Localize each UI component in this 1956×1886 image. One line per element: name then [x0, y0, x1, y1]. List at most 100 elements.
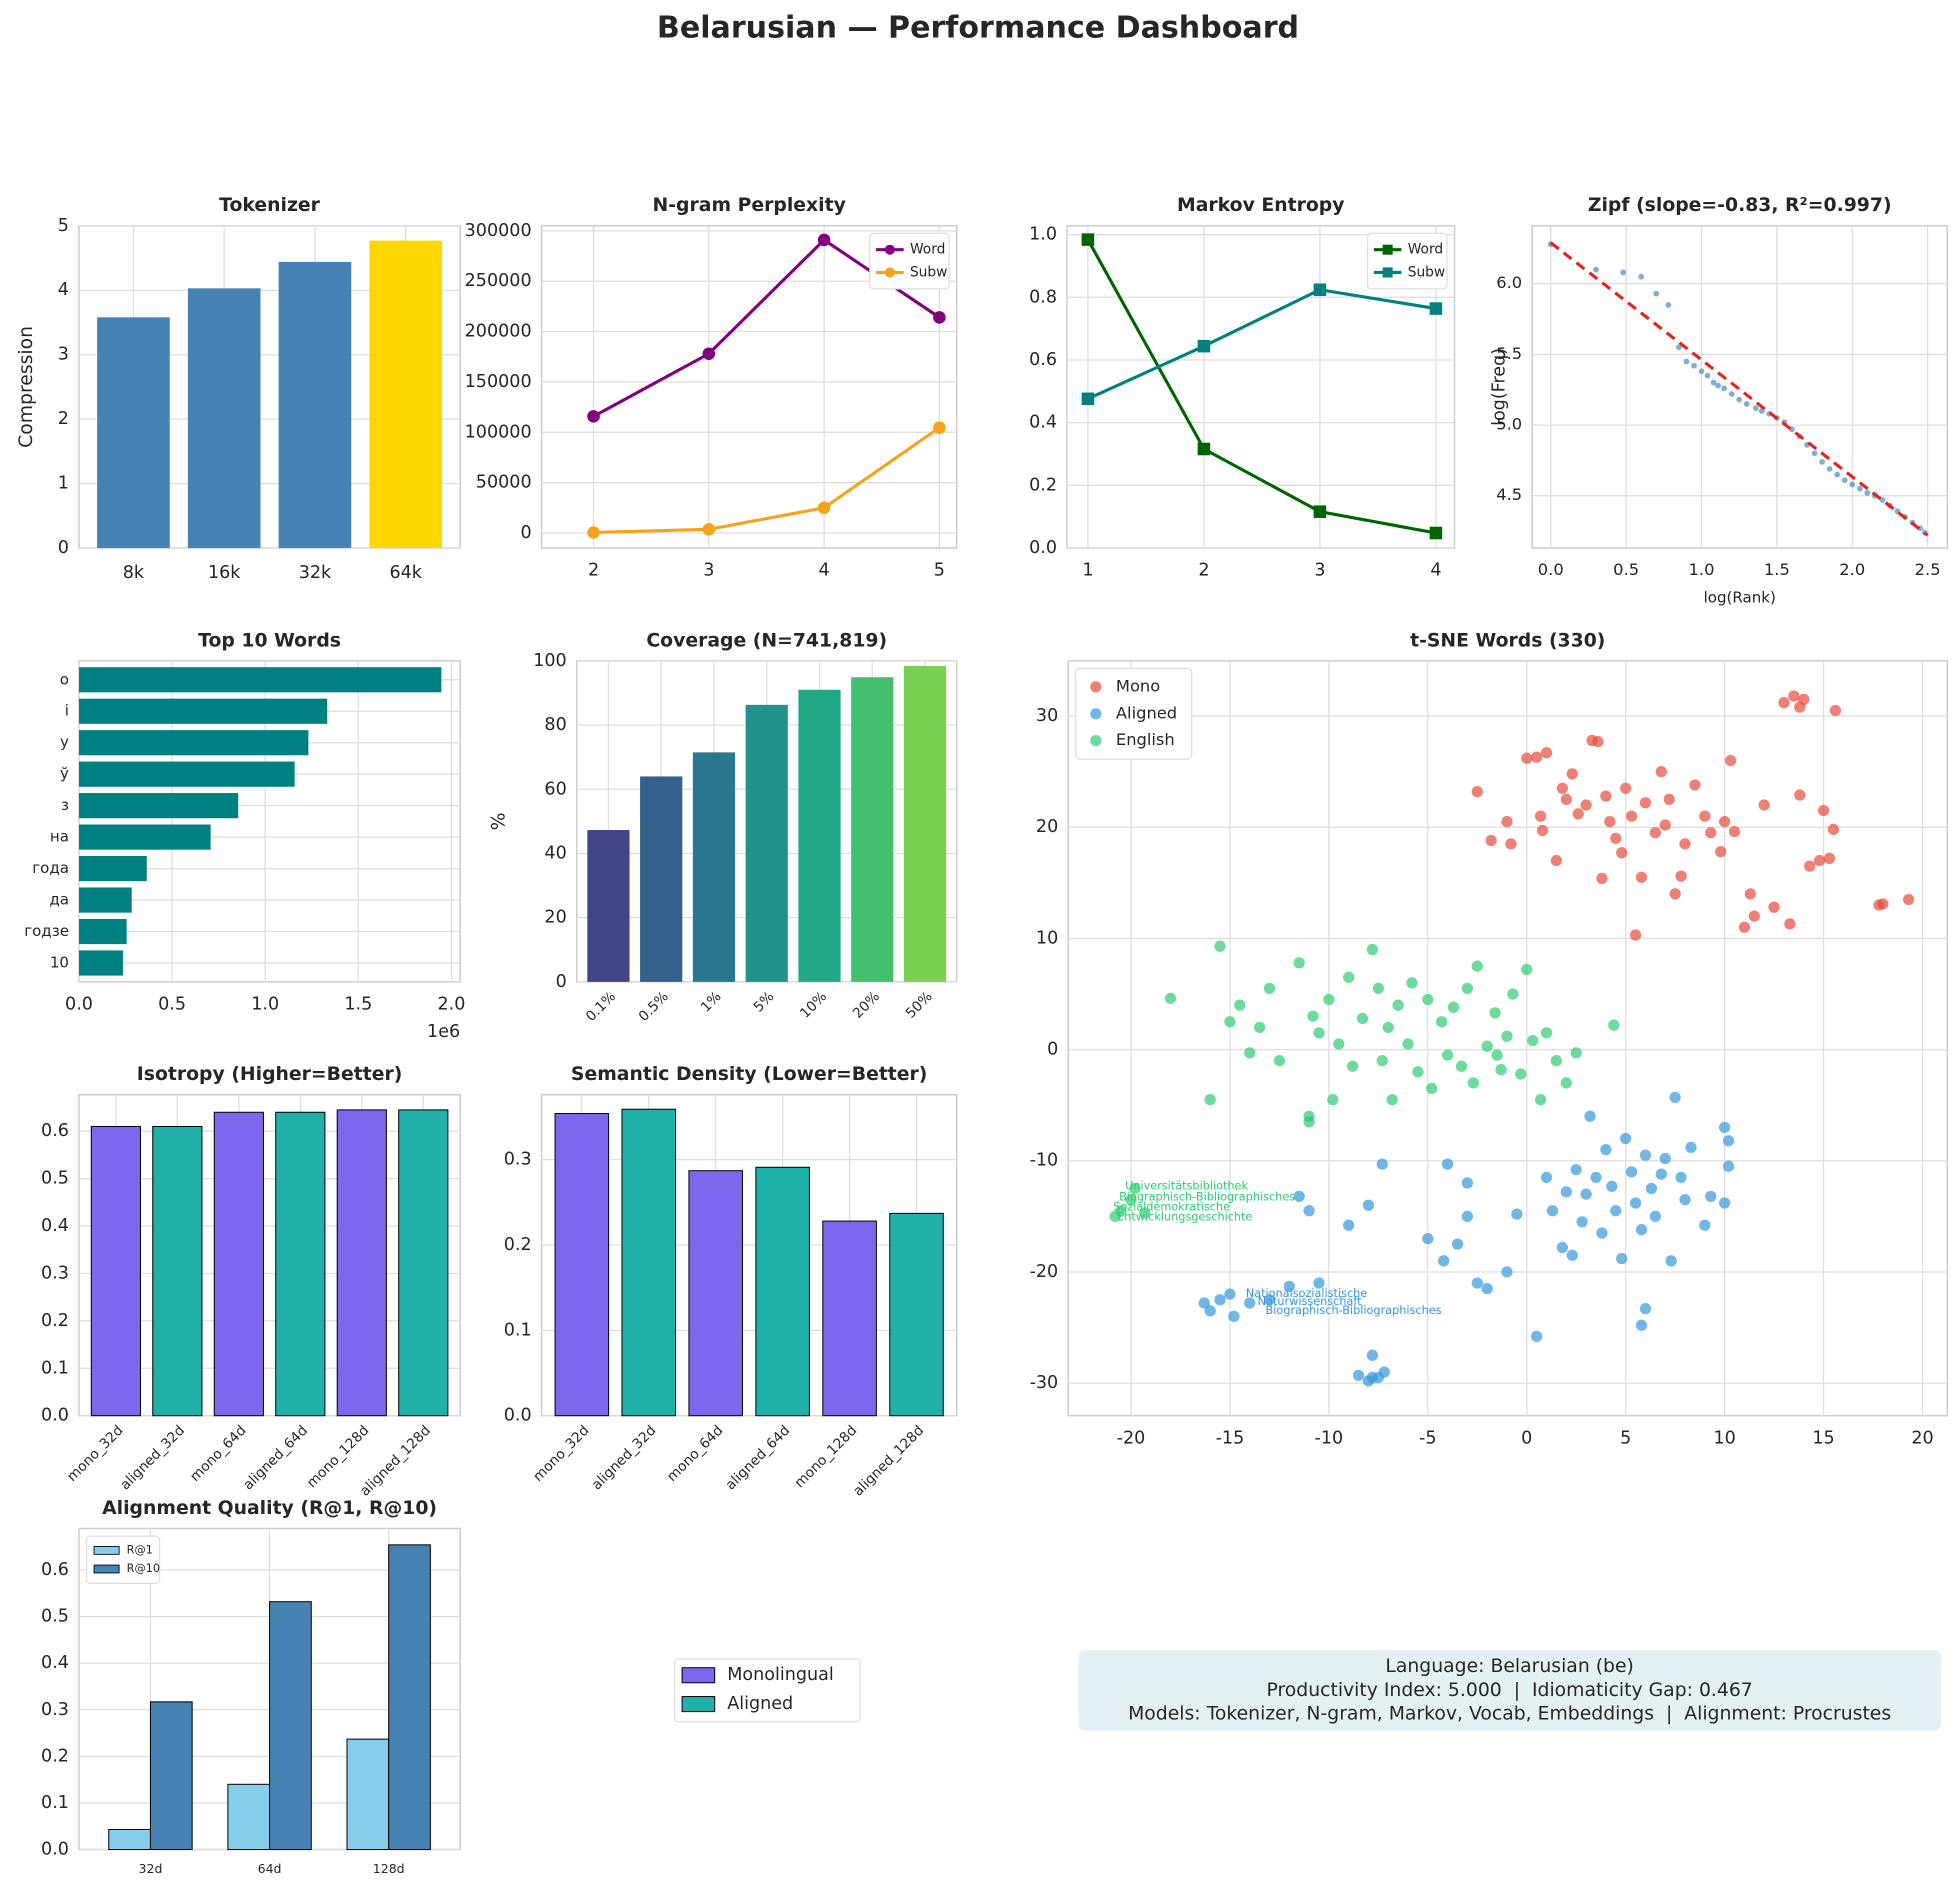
point	[1327, 1093, 1339, 1106]
dashboard-title: Belarusian — Performance Dashboard	[657, 10, 1299, 45]
point	[1198, 1297, 1210, 1309]
point	[1437, 1255, 1450, 1267]
y-tick-label: 0.6	[1029, 350, 1057, 370]
point	[1530, 751, 1543, 763]
x-tick-label: mono_64d	[187, 1423, 249, 1485]
bar	[587, 830, 630, 982]
x-tick-label: aligned_32d	[117, 1423, 188, 1494]
y-tick-label: 4.5	[1496, 485, 1522, 504]
point	[1406, 977, 1418, 989]
point	[702, 347, 716, 360]
point	[1441, 1158, 1454, 1170]
info-line: Models: Tokenizer, N-gram, Markov, Vocab…	[1128, 1704, 1891, 1725]
point	[1429, 526, 1443, 540]
y-tick-label: 30	[1036, 706, 1058, 726]
point	[1596, 1227, 1608, 1239]
bar	[798, 689, 841, 982]
bar	[78, 887, 132, 913]
point	[1665, 302, 1672, 308]
point	[1902, 893, 1915, 906]
point	[1426, 1082, 1438, 1095]
bar	[640, 776, 683, 982]
x-tick-label: 4	[1430, 561, 1441, 581]
x-tick-label: 2	[588, 561, 599, 581]
point	[587, 526, 600, 539]
y-tick-label: -20	[1030, 1262, 1059, 1282]
x-tick-label: 0.1%	[583, 989, 619, 1025]
bar	[187, 288, 261, 549]
point	[1515, 1068, 1527, 1080]
point	[1313, 1277, 1325, 1289]
point	[1501, 816, 1513, 828]
point	[1501, 1266, 1513, 1278]
point	[587, 410, 600, 423]
x-tick-label: 5	[1620, 1428, 1631, 1448]
x-tick-label: 0.0	[65, 994, 93, 1014]
point	[1625, 1166, 1638, 1178]
x-tick-label: 20%	[850, 989, 883, 1022]
point	[1639, 797, 1652, 809]
point	[1540, 747, 1553, 759]
bar	[889, 1212, 944, 1417]
point	[1629, 1197, 1642, 1209]
point	[1429, 302, 1443, 315]
legend-label: Aligned	[727, 1694, 793, 1714]
x-tick-label: 3	[1314, 561, 1325, 581]
point	[1675, 870, 1687, 882]
point	[1362, 1199, 1375, 1211]
y-tick-label: 0.3	[41, 1263, 69, 1283]
point	[1234, 999, 1246, 1011]
point	[1659, 1152, 1671, 1165]
legend-label: Monolingual	[727, 1665, 834, 1685]
chart-title: Top 10 Words	[198, 630, 341, 651]
x-tick-label: mono_128d	[792, 1423, 861, 1492]
point	[1511, 1208, 1523, 1220]
point	[1273, 1055, 1286, 1067]
y-tick-label: о	[60, 670, 69, 688]
x-tick-label: 0.0	[1538, 560, 1564, 579]
point	[1683, 358, 1690, 365]
point	[1653, 290, 1660, 297]
point	[1679, 1194, 1691, 1206]
point	[1566, 768, 1578, 780]
point	[1689, 779, 1701, 791]
y-tick-label: 0.5	[41, 1607, 69, 1627]
point	[1635, 871, 1648, 883]
point	[1864, 490, 1871, 496]
x-tick-label: 64d	[258, 1861, 282, 1876]
point	[1600, 790, 1612, 802]
point	[1204, 1093, 1216, 1106]
x-tick-label: aligned_64d	[240, 1423, 311, 1494]
point	[1382, 1021, 1394, 1033]
point	[1669, 1091, 1681, 1104]
bar	[227, 1783, 271, 1851]
point	[1346, 1060, 1359, 1072]
point	[1580, 1188, 1592, 1200]
point	[1550, 854, 1563, 867]
y-tick-label: 10	[50, 953, 69, 971]
point	[1366, 1349, 1379, 1361]
legend-patch	[93, 1564, 120, 1574]
point-annotation: Biographisch-Bibliographisches	[1266, 1304, 1442, 1317]
bar	[78, 950, 123, 976]
bar	[78, 667, 442, 693]
x-tick-label: 0	[1521, 1428, 1532, 1448]
x-tick-label: -5	[1419, 1428, 1437, 1448]
point	[1461, 1177, 1474, 1189]
legend-label: Subw	[910, 264, 948, 280]
bar	[336, 1109, 387, 1417]
series-line	[1087, 288, 1437, 401]
point	[1877, 898, 1889, 910]
bar	[621, 1108, 677, 1417]
point	[1125, 1194, 1137, 1206]
point	[1447, 1001, 1460, 1013]
y-tick-label: 4	[58, 280, 69, 300]
point	[1303, 1110, 1315, 1122]
y-tick-label: 0.0	[41, 1840, 69, 1860]
bar	[369, 240, 443, 549]
point	[1481, 1282, 1493, 1295]
point	[1710, 379, 1717, 386]
point	[1204, 1305, 1216, 1317]
point	[1698, 368, 1705, 375]
point	[1620, 782, 1632, 794]
